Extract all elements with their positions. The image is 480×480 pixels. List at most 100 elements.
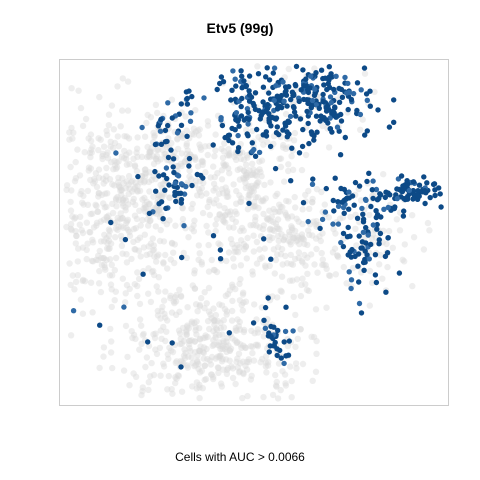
background-cell-point <box>117 223 125 230</box>
background-cell-point <box>84 201 92 208</box>
background-cell-point <box>222 184 229 191</box>
high-auc-cell-point <box>239 73 245 80</box>
background-cell-point <box>223 343 230 350</box>
background-cell-point <box>126 185 133 192</box>
high-auc-cell-point <box>238 113 245 119</box>
background-cell-point <box>361 70 369 77</box>
background-cell-point <box>67 281 74 289</box>
background-cell-point <box>224 208 232 215</box>
background-cell-point <box>160 323 167 331</box>
background-cell-point <box>165 372 172 380</box>
background-cell-point <box>181 354 189 361</box>
background-cell-point <box>334 252 341 259</box>
background-cell-point <box>205 308 213 315</box>
high-auc-cell-point <box>332 175 338 181</box>
background-cell-point <box>123 251 130 258</box>
background-cell-point <box>250 232 257 239</box>
background-cell-point <box>222 161 230 168</box>
background-cell-point <box>147 217 154 224</box>
background-cell-point <box>105 122 113 129</box>
background-cell-point <box>229 374 237 382</box>
background-cell-point <box>167 256 174 263</box>
background-cell-point <box>178 162 185 170</box>
high-auc-cell-point <box>361 65 368 71</box>
high-auc-cell-point <box>152 141 159 148</box>
background-cell-point <box>319 122 326 130</box>
background-cell-point <box>298 257 305 265</box>
background-cell-point <box>269 234 276 242</box>
background-cell-point <box>347 213 354 221</box>
high-auc-cell-point <box>381 206 387 212</box>
high-auc-cell-point <box>246 200 252 207</box>
background-cell-point <box>155 206 162 214</box>
background-cell-point <box>272 220 280 227</box>
high-auc-cell-point <box>344 90 350 96</box>
background-cell-point <box>67 332 75 339</box>
high-auc-cell-point <box>273 83 279 89</box>
background-cell-point <box>339 214 347 221</box>
background-cell-point <box>192 327 199 334</box>
background-cell-point <box>97 288 105 296</box>
background-cell-point <box>222 211 229 219</box>
background-cell-point <box>295 254 302 261</box>
background-cell-point <box>201 362 208 369</box>
background-cell-point <box>210 266 218 274</box>
background-cell-point <box>220 366 227 373</box>
background-cell-point <box>289 226 296 233</box>
background-cell-point <box>219 154 227 161</box>
background-cell-point <box>277 386 284 394</box>
background-cell-point <box>189 200 196 208</box>
background-cell-point <box>241 246 248 253</box>
background-cell-point <box>264 362 272 369</box>
high-auc-cell-point <box>238 68 244 74</box>
background-cell-point <box>273 224 281 231</box>
background-cell-point <box>126 228 133 236</box>
high-auc-cell-point <box>306 140 312 147</box>
background-cell-point <box>160 238 168 245</box>
background-cell-point <box>242 298 250 305</box>
background-cell-point <box>312 221 320 228</box>
background-cell-point <box>166 194 173 202</box>
background-cell-point <box>172 359 179 366</box>
background-cell-point <box>109 200 116 208</box>
high-auc-cell-point <box>427 194 433 201</box>
high-auc-cell-point <box>282 123 289 129</box>
high-auc-cell-point <box>370 222 376 228</box>
background-cell-point <box>153 152 161 160</box>
background-cell-point <box>238 301 245 309</box>
high-auc-cell-point <box>432 187 438 193</box>
background-cell-point <box>295 218 302 225</box>
background-cell-point <box>137 179 144 186</box>
background-cell-point <box>81 149 88 156</box>
background-cell-point <box>218 167 226 174</box>
high-auc-cell-point <box>238 103 244 110</box>
background-cell-point <box>270 218 277 226</box>
background-cell-point <box>67 198 74 206</box>
high-auc-cell-point <box>299 143 306 150</box>
background-cell-point <box>146 217 154 225</box>
background-cell-point <box>369 279 376 286</box>
background-cell-point <box>190 228 198 235</box>
background-cell-point <box>132 246 139 253</box>
background-cell-point <box>190 131 198 138</box>
background-cell-point <box>140 330 147 338</box>
high-auc-cell-point <box>406 187 412 194</box>
background-cell-point <box>196 335 203 342</box>
high-auc-cell-point <box>263 129 269 135</box>
high-auc-cell-point <box>285 119 292 126</box>
background-cell-point <box>223 348 230 356</box>
background-cell-point <box>185 353 192 360</box>
background-cell-point <box>232 324 239 332</box>
high-auc-cell-point <box>345 252 351 258</box>
high-auc-cell-point <box>347 233 353 239</box>
background-cell-point <box>157 156 164 163</box>
background-cell-point <box>239 394 246 402</box>
high-auc-cell-point <box>359 205 365 212</box>
background-cell-point <box>87 165 95 172</box>
high-auc-cell-point <box>430 181 437 188</box>
high-auc-cell-point <box>333 114 339 120</box>
high-auc-cell-point <box>170 156 177 162</box>
background-cell-point <box>409 212 416 219</box>
background-cell-point <box>147 298 155 306</box>
background-cell-point <box>176 286 183 293</box>
